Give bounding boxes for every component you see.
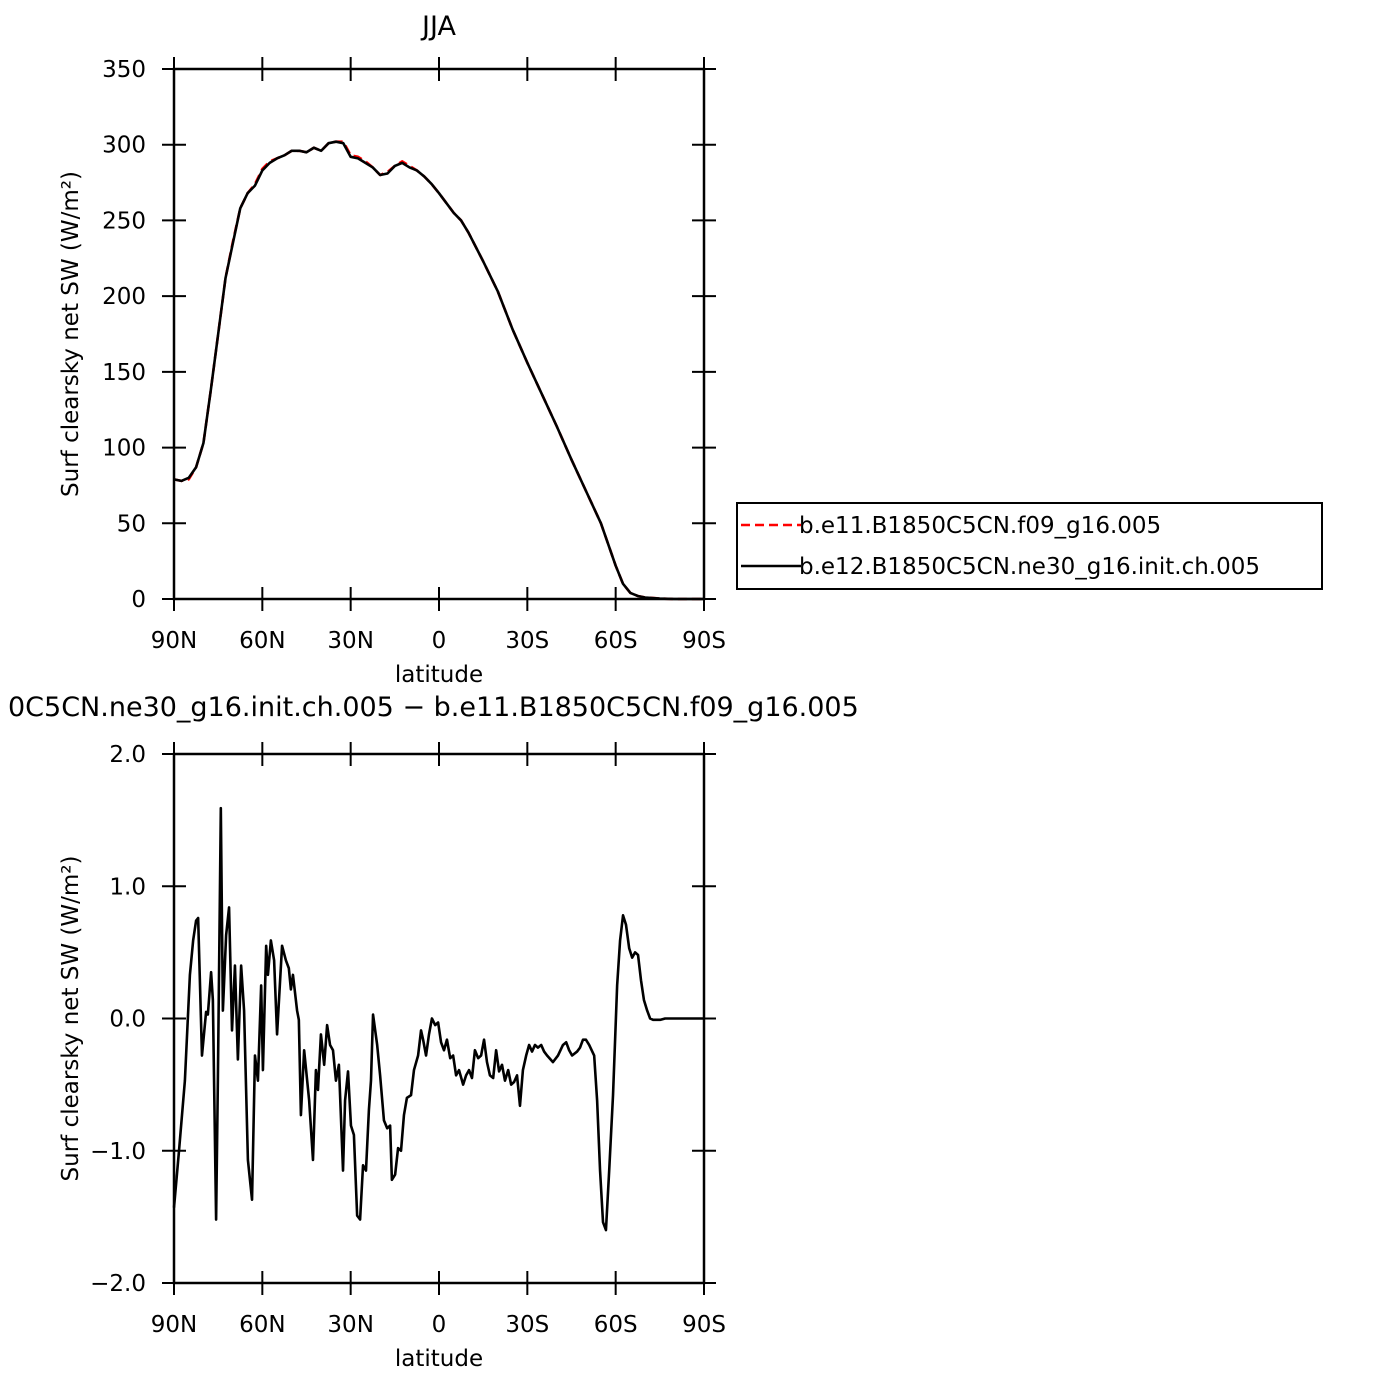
x-tick-label: 30N: [327, 1312, 373, 1338]
chart-title: 0C5CN.ne30_g16.init.ch.005 − b.e11.B1850…: [8, 692, 859, 723]
x-tick-label: 60N: [239, 1312, 285, 1338]
y-tick-label: −1.0: [90, 1139, 146, 1165]
data-line: [173, 140, 704, 601]
x-tick-label: 90N: [151, 628, 197, 654]
legend-label: b.e11.B1850C5CN.f09_g16.005: [799, 513, 1161, 539]
y-tick-label: 2.0: [109, 742, 146, 768]
y-tick-label: 200: [102, 284, 146, 310]
x-tick-label: 60S: [594, 628, 638, 654]
x-axis-label: latitude: [395, 1346, 483, 1372]
plot-frame: [172, 752, 706, 1285]
x-tick-label: 90N: [151, 1312, 197, 1338]
x-tick-label: 90S: [682, 1312, 726, 1338]
chart-title: JJA: [420, 11, 456, 42]
legend-box: [736, 502, 1323, 590]
x-tick-label: 0: [432, 1312, 447, 1338]
x-tick-label: 60S: [594, 1312, 638, 1338]
x-axis-label: latitude: [395, 662, 483, 688]
y-tick-label: 50: [117, 511, 146, 537]
y-tick-label: 150: [102, 360, 146, 386]
x-tick-label: 90S: [682, 628, 726, 654]
y-axis-label: Surf clearsky net SW (W/m²): [58, 171, 84, 497]
x-tick-label: 30S: [505, 628, 549, 654]
x-tick-label: 0: [432, 628, 447, 654]
y-tick-label: −2.0: [90, 1271, 146, 1297]
y-axis-label: Surf clearsky net SW (W/m²): [58, 856, 84, 1182]
y-tick-label: 0: [131, 587, 146, 613]
y-tick-label: 0.0: [109, 1007, 146, 1033]
x-tick-label: 30N: [327, 628, 373, 654]
y-tick-label: 350: [102, 57, 146, 83]
data-line: [172, 806, 704, 1232]
x-tick-label: 30S: [505, 1312, 549, 1338]
y-tick-label: 100: [102, 436, 146, 462]
plot-frame: [172, 67, 706, 601]
x-tick-label: 60N: [239, 628, 285, 654]
y-tick-label: 250: [102, 208, 146, 234]
data-line: [173, 140, 704, 601]
legend-label: b.e12.B1850C5CN.ne30_g16.init.ch.005: [799, 554, 1260, 580]
y-tick-label: 300: [102, 133, 146, 159]
y-tick-label: 1.0: [109, 874, 146, 900]
